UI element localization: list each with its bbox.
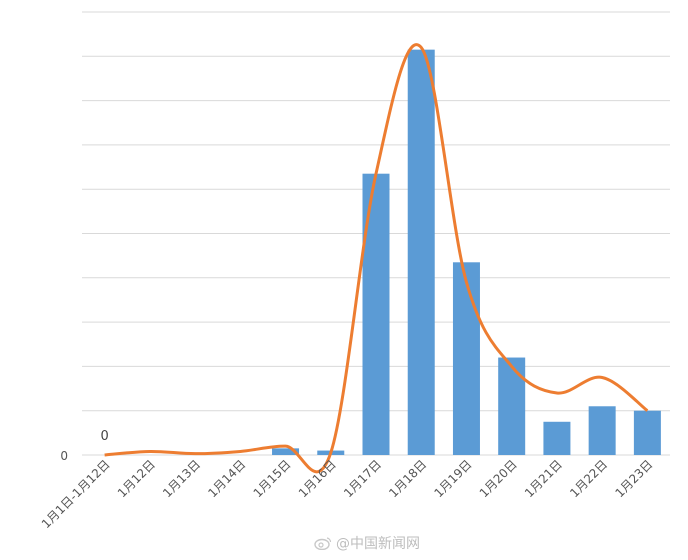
bar <box>498 357 526 455</box>
x-tick-label: 1月16日 <box>296 457 339 500</box>
weibo-icon <box>314 537 332 550</box>
x-tick-label: 1月18日 <box>386 457 429 500</box>
watermark-text: @中国新闻网 <box>336 536 420 552</box>
bar <box>543 421 571 455</box>
bar <box>407 49 435 455</box>
bar <box>272 448 300 455</box>
x-tick-label: 1月23日 <box>612 457 655 500</box>
x-tick-label: 1月13日 <box>160 457 203 500</box>
x-tick-label: 1月17日 <box>341 457 384 500</box>
bar <box>633 410 661 455</box>
bar <box>452 262 480 455</box>
x-tick-label: 1月15日 <box>251 457 294 500</box>
y-tick-label: 0 <box>60 449 68 463</box>
data-label: 0 <box>100 429 108 444</box>
bar <box>362 173 390 455</box>
series-line <box>104 43 649 474</box>
x-tick-label: 1月1日-1月12日 <box>39 457 113 531</box>
x-tick-label: 1月19日 <box>432 457 475 500</box>
x-tick-label: 1月22日 <box>567 457 610 500</box>
x-tick-label: 1月12日 <box>115 457 158 500</box>
x-tick-label: 1月21日 <box>522 457 565 500</box>
x-tick-label: 1月14日 <box>205 457 248 500</box>
watermark: @中国新闻网 <box>314 533 420 553</box>
x-tick-label: 1月20日 <box>477 457 520 500</box>
bar <box>588 406 616 455</box>
